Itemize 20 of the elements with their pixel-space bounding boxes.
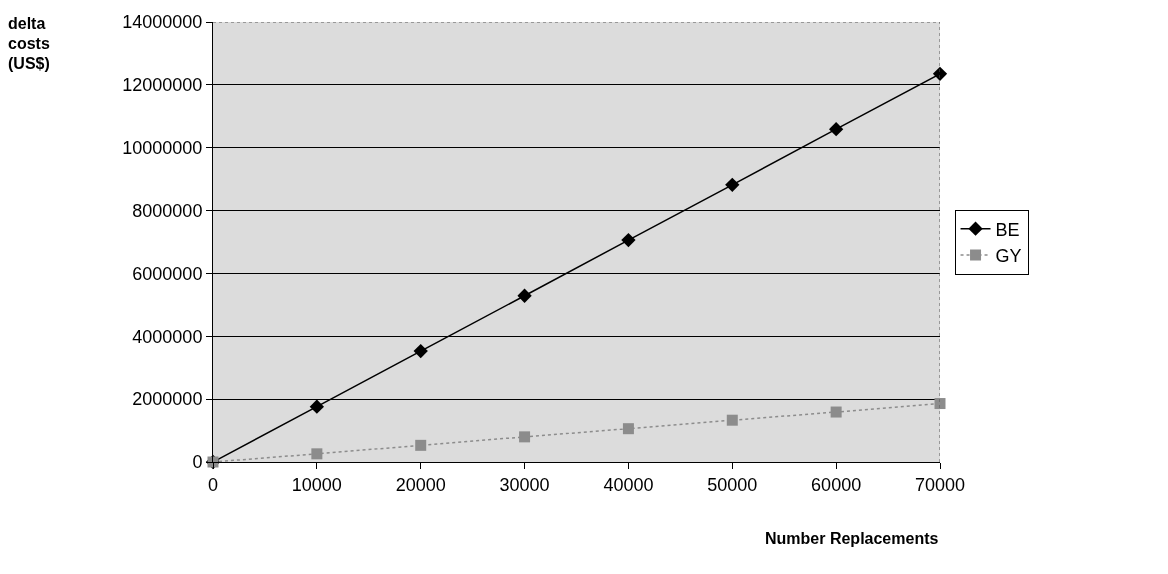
x-axis-title: Number Replacements: [765, 530, 939, 547]
y-tick-label: 2000000: [132, 389, 203, 410]
y-tick-label: 0: [192, 452, 203, 473]
legend-label: GY: [995, 246, 1022, 267]
x-tick-label: 20000: [395, 474, 446, 495]
x-tick-label: 0: [207, 474, 219, 495]
x-tick-label: 70000: [914, 474, 966, 495]
y-tick-label: 6000000: [132, 263, 203, 284]
x-tick-label: 30000: [499, 474, 550, 495]
y-tick-label: 12000000: [122, 75, 203, 96]
x-tick-label: 40000: [603, 474, 654, 495]
y-tick-label: 14000000: [122, 12, 203, 33]
y-tick-label: 10000000: [122, 138, 203, 159]
x-tick-label: 50000: [707, 474, 758, 495]
y-tick-label: 4000000: [132, 326, 203, 347]
y-axis-title: delta costs (US$): [8, 14, 51, 74]
legend-label: BE: [995, 219, 1020, 240]
y-tick-label: 8000000: [132, 200, 203, 221]
x-tick-label: 10000: [291, 474, 342, 495]
x-tick-label: 60000: [811, 474, 862, 495]
